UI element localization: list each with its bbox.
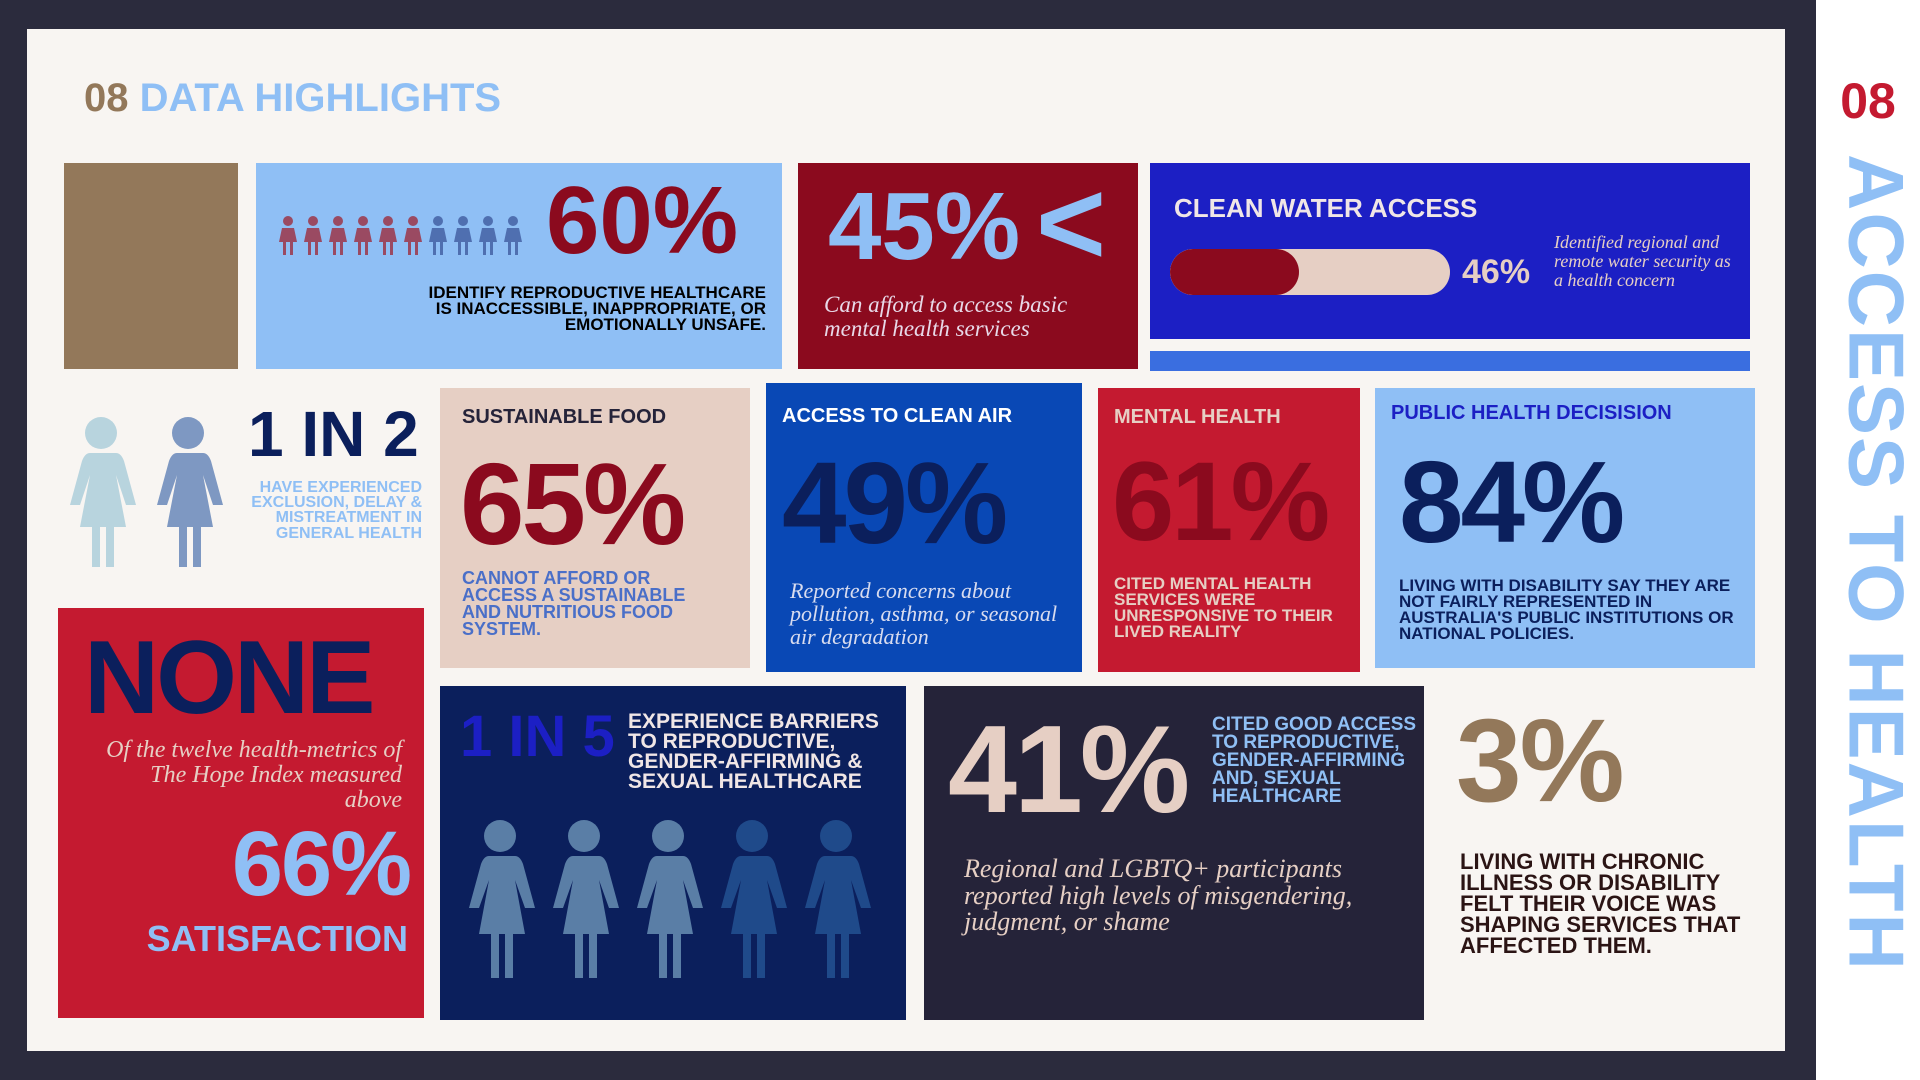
stat-value-41: 41% (948, 701, 1190, 839)
stat-value-1in5: 1 IN 5 (460, 704, 615, 769)
card-mental-health: MENTAL HEALTH 61% CITED MENTAL HEALTH SE… (1098, 388, 1360, 672)
card-clean-water: CLEAN WATER ACCESS 46% Identified region… (1150, 163, 1750, 339)
food-text: CANNOT AFFORD OR ACCESS A SUSTAINABLE AN… (462, 568, 686, 640)
stat-text-41: CITED GOOD ACCESS TO REPRODUCTIVE, GENDE… (1212, 714, 1417, 808)
good-access-note: Regional and LGBTQ+ participants reporte… (964, 854, 1353, 937)
mental-value: 61% (1112, 439, 1330, 564)
card-sustainable-food: SUSTAINABLE FOOD 65% CANNOT AFFORD OR AC… (440, 388, 750, 668)
blue-strip (1150, 351, 1750, 371)
less-than-symbol: < (1036, 156, 1107, 290)
stat-value-3: 3% (1456, 695, 1625, 827)
none-label: SATISFACTION (146, 918, 408, 959)
water-value: 46% (1462, 253, 1531, 291)
card-none: NONE Of the twelve health-metrics of The… (58, 608, 424, 1018)
none-percent: 66% (231, 813, 412, 915)
card-reproductive-60: 60% IDENTIFY REPRODUCTIVE HEALTHCARE IS … (256, 163, 782, 369)
water-text: Identified regional and remote water sec… (1554, 232, 1731, 290)
stat-text-60: IDENTIFY REPRODUCTIVE HEALTHCARE IS INAC… (428, 283, 766, 335)
mental-text: CITED MENTAL HEALTH SERVICES WERE UNRESP… (1114, 574, 1333, 642)
card-one-in-two: 1 IN 2 HAVE EXPERIENCED EXCLUSION, DELAY… (56, 388, 426, 588)
side-bar (1816, 0, 1920, 1080)
food-label: SUSTAINABLE FOOD (462, 406, 667, 428)
water-progress-fill (1170, 249, 1299, 295)
stat-value-1in2: 1 IN 2 (248, 398, 419, 470)
mental-label: MENTAL HEALTH (1114, 406, 1281, 428)
public-value: 84% (1399, 437, 1625, 567)
air-text: Reported concerns about pollution, asthm… (790, 578, 1058, 650)
women-icons (56, 412, 256, 572)
card-one-in-five: 1 IN 5 EXPERIENCE BARRIERS TO REPRODUCTI… (440, 686, 906, 1020)
side-title: ACCESS TO HEALTH (1832, 154, 1920, 972)
stat-value-45: 45% (828, 173, 1021, 280)
stat-text-3: LIVING WITH CHRONIC ILLNESS OR DISABILIT… (1460, 849, 1741, 958)
card-mental-afford-45: 45% < Can afford to access basic mental … (798, 163, 1138, 369)
none-text: Of the twelve health-metrics of The Hope… (106, 737, 402, 814)
air-label: ACCESS TO CLEAN AIR (782, 405, 1013, 427)
public-label: PUBLIC HEALTH DECISISION (1391, 402, 1672, 424)
people-row-icon (278, 215, 528, 257)
stat-text-45: Can afford to access basic mental health… (824, 292, 1068, 342)
page-title: 08 DATA HIGHLIGHTS (84, 76, 501, 121)
water-label: CLEAN WATER ACCESS (1174, 193, 1478, 223)
stat-text-1in2: HAVE EXPERIENCED EXCLUSION, DELAY & MIST… (251, 479, 422, 542)
title-text: DATA HIGHLIGHTS (139, 76, 502, 120)
public-text: LIVING WITH DISABILITY SAY THEY ARE NOT … (1399, 576, 1734, 644)
water-progress-track (1170, 249, 1450, 295)
card-clean-air: ACCESS TO CLEAN AIR 49% Reported concern… (766, 383, 1082, 672)
stat-value-60: 60% (546, 167, 739, 274)
air-value: 49% (782, 438, 1008, 568)
side-number: 08 (1840, 73, 1896, 129)
card-public-health: PUBLIC HEALTH DECISISION 84% LIVING WITH… (1375, 388, 1755, 668)
food-value: 65% (460, 439, 686, 569)
women-row-icon (458, 816, 888, 996)
tan-block (64, 163, 238, 369)
card-chronic: 3% LIVING WITH CHRONIC ILLNESS OR DISABI… (1440, 686, 1750, 1020)
stat-text-1in5: EXPERIENCE BARRIERS TO REPRODUCTIVE, GEN… (628, 710, 879, 793)
title-number: 08 (84, 76, 129, 120)
none-value: NONE (84, 620, 375, 736)
card-good-access: 41% CITED GOOD ACCESS TO REPRODUCTIVE, G… (924, 686, 1424, 1020)
